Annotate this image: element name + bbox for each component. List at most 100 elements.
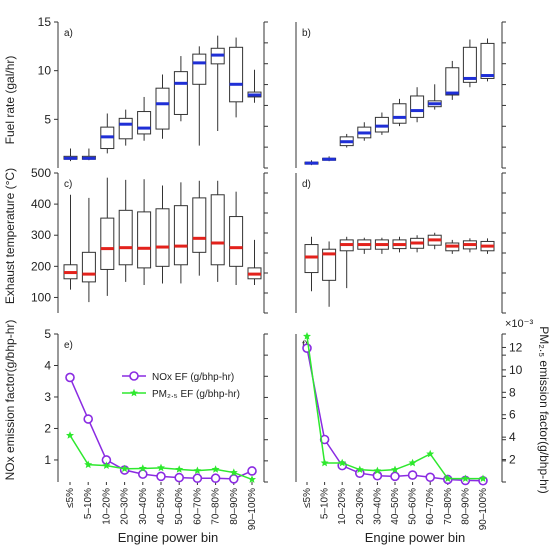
right-y-tick-label-f: 10 — [509, 363, 523, 377]
panel-label-e: e) — [64, 340, 73, 351]
x-tick-label-f: 80–90% — [460, 488, 471, 525]
nox-marker-f — [372, 470, 383, 481]
y-tick-label-c: 400 — [31, 197, 51, 211]
pm-marker-e — [138, 464, 147, 472]
legend-e: NOx EF (g/bhp-hr) PM₂.₅ EF (g/bhp-hr) — [122, 371, 240, 400]
y-tick-label-e: 2 — [44, 421, 51, 435]
nox-marker-f — [390, 471, 400, 482]
nox-marker-f — [407, 470, 418, 480]
box-body-c — [81, 251, 96, 283]
y-tick-label-c: 100 — [31, 290, 51, 304]
box-body-c — [137, 211, 152, 269]
y-tick-label-e: 1 — [44, 453, 51, 467]
pm-marker-e — [66, 431, 74, 439]
box-body-b — [410, 95, 425, 118]
y-tick-label-c: 300 — [31, 228, 51, 242]
pm-marker-f — [391, 465, 399, 474]
box-body-c — [210, 194, 225, 266]
box-body-b — [445, 67, 460, 96]
ylabel-pm25-ef: PM₂.₅ emission factor(g/bhp-hr) — [537, 326, 550, 494]
pm-marker-e — [229, 468, 238, 476]
x-tick-label-f: 70–80% — [443, 488, 454, 525]
ylabel-fuel-rate: Fuel rate (gal/hr) — [3, 56, 17, 145]
pm-marker-e — [157, 463, 165, 472]
box-body-c — [229, 216, 244, 267]
nox-marker-e — [83, 414, 93, 424]
right-y-tick-label-f: 6 — [509, 408, 516, 422]
x-tick-label-f: 90–100% — [478, 488, 489, 530]
x-tick-label-f: 10–20% — [337, 488, 348, 525]
y-tick-label-a: 5 — [44, 112, 51, 126]
y-tick-label-e: 4 — [44, 358, 51, 372]
nox-marker-f — [425, 472, 436, 483]
xlabel-right: Engine power bin — [365, 530, 465, 545]
panel-label-b: b) — [302, 28, 311, 39]
x-tick-label-f: ≤5% — [302, 488, 313, 508]
pm-marker-f — [355, 465, 364, 474]
x-tick-label-e: 60–70% — [192, 488, 203, 525]
panel-a: a) 5 10 15 — [38, 15, 268, 169]
box-body-b — [462, 46, 477, 83]
box-body-a — [173, 71, 188, 115]
y-tick-label-c: 200 — [31, 259, 51, 273]
pm-marker-f — [426, 449, 435, 458]
nox-marker-e — [210, 473, 221, 484]
pm-marker-e — [102, 461, 111, 470]
y-tick-label-a: 10 — [38, 64, 52, 78]
panel-e: e) 1 2 3 4 5 ≤5% 5–10% 10–20% 20–30% 30–40% 40–50% 5… — [44, 327, 268, 530]
pm-marker-e — [175, 465, 184, 473]
series-line-f-1 — [306, 336, 483, 480]
x-tick-label-e: 80–90% — [229, 488, 240, 525]
x-tick-label-e: 5–10% — [83, 488, 94, 519]
x-tick-label-f: 50–60% — [408, 488, 419, 525]
right-y-tick-label-f: 2 — [509, 453, 516, 467]
pm-marker-e — [193, 466, 202, 475]
pm-marker-f — [443, 474, 452, 483]
x-tick-label-e: 90–100% — [247, 488, 258, 530]
panel-c: c) 100 200 300 400 500 — [31, 166, 268, 314]
xlabel-left: Engine power bin — [118, 530, 218, 545]
pm-marker-f — [461, 474, 470, 483]
x-tick-label-e: 30–40% — [138, 488, 149, 525]
box-body-b — [480, 42, 495, 79]
x-tick-label-e: 20–30% — [120, 488, 131, 525]
panel-f: f)≤5%5–10%10–20%20–30%30–40%40–50%50–60%… — [295, 332, 523, 530]
pm-marker-f — [338, 458, 347, 467]
box-body-a — [118, 117, 133, 140]
nox-marker-e — [247, 466, 257, 476]
pm-marker-e — [211, 465, 220, 473]
box-body-c — [155, 208, 170, 267]
legend-marker-pm — [130, 388, 138, 397]
right-axis-multiplier: ×10⁻³ — [505, 318, 533, 330]
box-body-c — [118, 209, 133, 266]
pm-marker-e — [84, 460, 93, 469]
x-tick-label-f: 40–50% — [390, 488, 401, 525]
x-tick-label-f: 5–10% — [320, 488, 331, 519]
box-body-a — [229, 46, 244, 103]
nox-marker-e — [138, 469, 148, 479]
x-tick-label-f: 60–70% — [425, 488, 436, 525]
pm-marker-e — [120, 464, 129, 473]
box-body-a — [137, 111, 152, 135]
box-body-b — [392, 103, 407, 124]
panel-label-d: d) — [302, 179, 311, 190]
nox-marker-e — [65, 372, 75, 383]
pm-marker-f — [479, 474, 487, 483]
ylabel-exhaust-temp: Exhaust temperature (°C) — [3, 168, 17, 304]
box-body-a — [155, 87, 170, 130]
x-tick-label-f: 30–40% — [372, 488, 383, 525]
panel-label-a: a) — [64, 28, 73, 39]
x-tick-label-f: 20–30% — [355, 488, 366, 525]
x-tick-label-e: ≤5% — [65, 488, 76, 508]
x-tick-label-e: 10–20% — [101, 488, 112, 525]
legend-marker-nox — [129, 371, 139, 381]
nox-marker-e — [192, 473, 203, 484]
ylabel-nox-ef: NOx emission factor(g/bhp-hr) — [3, 320, 17, 481]
right-y-tick-label-f: 12 — [509, 340, 523, 354]
panel-d: d) — [295, 172, 506, 314]
pm-marker-f — [408, 458, 417, 467]
y-tick-label-e: 3 — [44, 390, 51, 404]
panel-b: b) — [295, 21, 506, 169]
box-body-c — [173, 205, 188, 266]
